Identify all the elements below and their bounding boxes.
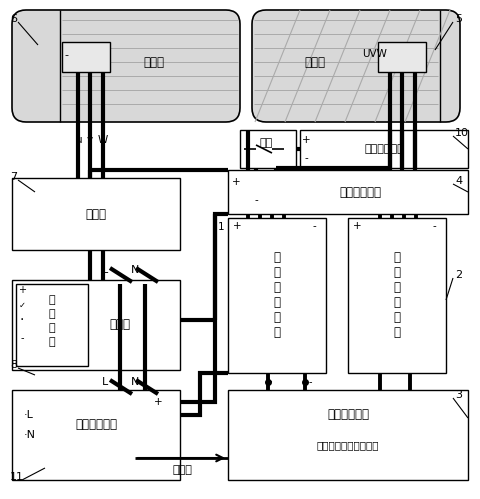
Text: 电: 电 (48, 337, 55, 347)
Text: L: L (102, 265, 108, 275)
Text: 给: 给 (48, 295, 55, 305)
Text: +: + (154, 397, 162, 407)
Text: +: + (18, 285, 26, 295)
Text: N: N (131, 377, 139, 387)
Text: ✓: ✓ (18, 300, 25, 309)
Text: -: - (253, 195, 257, 205)
Text: +: + (301, 135, 310, 145)
Text: ·N: ·N (24, 430, 36, 440)
Text: -: - (64, 50, 68, 60)
Bar (300, 130, 467, 168)
Text: 供: 供 (48, 323, 55, 333)
Text: 3: 3 (454, 390, 461, 400)
Bar (12, 178, 180, 250)
Text: 10: 10 (454, 128, 468, 138)
Bar (347, 218, 445, 373)
Bar (12, 390, 180, 480)
Bar (228, 390, 467, 480)
Text: L: L (102, 377, 108, 387)
Text: 5: 5 (454, 14, 461, 24)
Text: +: + (231, 177, 240, 187)
Text: 控制线: 控制线 (172, 465, 192, 475)
Bar (16, 284, 88, 366)
Text: -: - (303, 153, 307, 163)
Text: W: W (97, 135, 108, 145)
Text: 电池检测模块: 电池检测模块 (326, 409, 368, 422)
Text: 外: 外 (48, 309, 55, 319)
Text: N: N (131, 265, 139, 275)
Bar (228, 218, 325, 373)
Text: 7: 7 (10, 172, 17, 182)
FancyBboxPatch shape (12, 10, 240, 122)
Text: 1: 1 (217, 222, 224, 232)
Text: 电动机: 电动机 (304, 55, 325, 68)
Bar (228, 170, 467, 214)
Text: 8: 8 (10, 360, 17, 370)
Text: 11: 11 (10, 472, 24, 482)
Text: ·L: ·L (24, 410, 34, 420)
Text: u: u (74, 135, 81, 145)
Text: v: v (87, 135, 93, 145)
Text: -: - (20, 333, 24, 343)
Text: 蓄电池充电器: 蓄电池充电器 (75, 419, 117, 432)
Text: -: - (431, 221, 435, 231)
Text: 电池转换模块: 电池转换模块 (338, 186, 380, 199)
Text: 启动: 启动 (259, 138, 272, 148)
Text: 第
二
组
蓄
电
池: 第 二 组 蓄 电 池 (393, 251, 400, 339)
Text: -: - (312, 221, 315, 231)
Text: 第
一
组
蓄
电
池: 第 一 组 蓄 电 池 (273, 251, 280, 339)
Text: +: + (232, 221, 241, 231)
Text: -: - (308, 377, 311, 387)
Text: 控制充电器起动与停止: 控制充电器起动与停止 (316, 440, 378, 450)
Text: 4: 4 (454, 176, 461, 186)
Text: 电动机控速器: 电动机控速器 (363, 144, 403, 154)
Text: UVW: UVW (362, 49, 386, 59)
Bar (240, 130, 295, 168)
Text: 整流器: 整流器 (85, 208, 106, 221)
Text: 6: 6 (10, 14, 17, 24)
Text: 发电机: 发电机 (143, 55, 164, 68)
Text: 2: 2 (454, 270, 461, 280)
Bar (62, 42, 110, 72)
Bar (377, 42, 425, 72)
Text: 稳压器: 稳压器 (109, 318, 130, 331)
Text: +: + (264, 377, 271, 387)
FancyBboxPatch shape (252, 10, 459, 122)
Bar (12, 280, 180, 370)
Text: ·: · (20, 313, 24, 327)
Text: +: + (352, 221, 360, 231)
